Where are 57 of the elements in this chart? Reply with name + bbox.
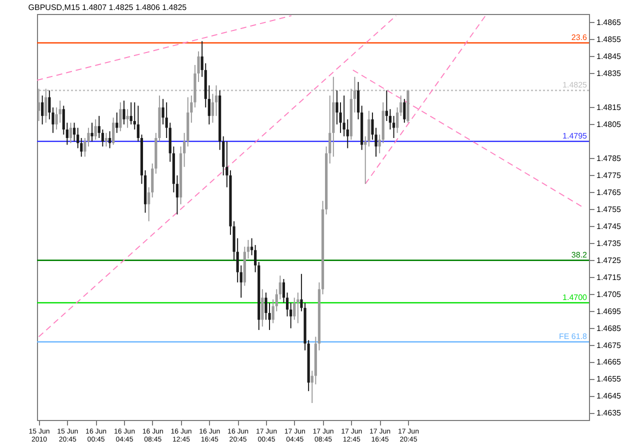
candlestick [261,288,264,328]
candlestick [112,117,115,146]
candlestick [58,100,62,124]
candlestick [44,88,48,124]
y-tick-label: 1.4695 [596,306,622,316]
candlestick [282,278,286,304]
y-tick-label: 1.4635 [596,408,622,418]
candlestick [116,112,118,134]
candlestick [396,106,399,134]
candlestick [392,115,396,139]
y-tick-label: 1.4845 [596,52,622,61]
annotation: 38.2 [571,250,588,260]
candlestick [214,84,218,116]
candlestick [72,122,76,142]
candlestick [296,292,300,324]
y-tick-label: 1.4865 [596,18,622,27]
candlestick [388,108,392,130]
candlestick [108,130,112,149]
candlestick [94,118,97,140]
candlestick [211,93,214,124]
y-tick-label: 1.4855 [596,34,622,44]
candlestick [403,98,406,124]
candlestick [286,292,289,317]
candlestick [122,100,126,125]
y-tick-label: 1.4655 [596,374,622,384]
y-tick-label: 1.4765 [596,188,622,197]
y-tick-label: 1.4775 [596,170,622,180]
chart-title: GBPUSD,M15 1.4807 1.4825 1.4806 1.4825 [28,3,188,12]
candlestick [293,297,296,320]
y-tick-label: 1.4675 [596,340,622,350]
y-tick-label: 1.4745 [596,222,622,231]
annotation: FE 61.8 [558,332,588,341]
ref-line-label: 1.4795 [562,131,588,140]
candlestick [346,118,349,149]
candlestick [37,88,40,122]
y-tick-label: 1.4835 [596,68,622,78]
ref-line-label: 1.4825 [562,80,588,90]
candlestick [126,108,129,128]
candlestick [90,122,94,142]
annotation: 23.6 [571,32,588,42]
y-tick-label: 1.4645 [596,392,622,401]
y-tick-label: 1.4735 [596,238,622,248]
y-tick-label: 1.4725 [596,256,622,265]
y-tick-label: 1.4685 [596,324,622,333]
candlestick [119,102,122,132]
candlestick [41,95,44,125]
candlestick [101,129,104,147]
ref-line-label: 1.4700 [562,292,588,302]
y-tick-label: 1.4785 [596,154,622,163]
y-tick-label: 1.4805 [596,120,622,129]
y-tick-label: 1.4715 [596,272,622,282]
candlestick [69,122,72,144]
candlestick [104,132,108,147]
y-tick-label: 1.4815 [596,102,622,112]
y-tick-label: 1.4755 [596,204,622,214]
y-tick-label: 1.4705 [596,290,622,299]
y-tick-label: 1.4665 [596,358,622,367]
